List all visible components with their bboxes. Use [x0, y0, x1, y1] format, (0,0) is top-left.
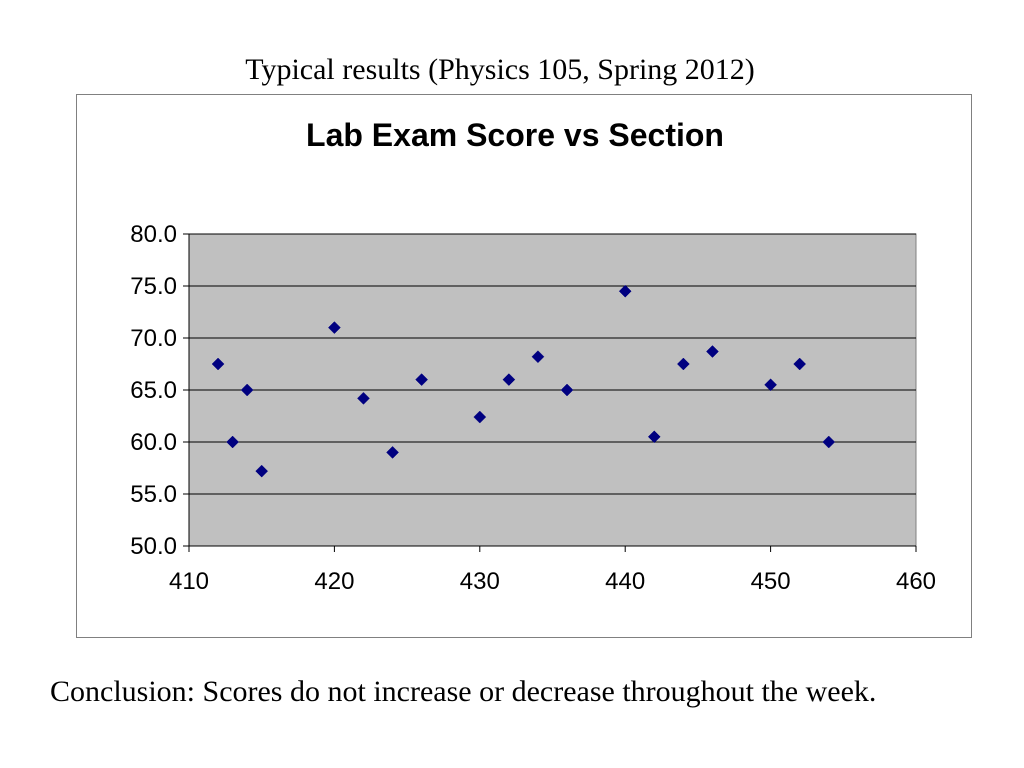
- data-point: [328, 321, 341, 334]
- data-point: [255, 464, 269, 478]
- y-tick-label: 75.0: [130, 273, 177, 300]
- y-tick-label: 60.0: [130, 429, 177, 456]
- data-point: [764, 378, 777, 392]
- data-point: [240, 383, 254, 397]
- x-tick-label: 420: [314, 568, 354, 595]
- x-tick-label: 430: [460, 568, 500, 595]
- data-point: [531, 350, 545, 364]
- data-point: [822, 435, 836, 449]
- data-point: [473, 410, 487, 424]
- data-point: [560, 383, 574, 397]
- y-tick-label: 80.0: [130, 221, 177, 248]
- y-tick-label: 55.0: [130, 481, 177, 508]
- chart-title: Lab Exam Score vs Section: [306, 117, 724, 153]
- x-tick-label: 410: [169, 568, 209, 595]
- x-tick-label: 440: [605, 568, 645, 595]
- data-point: [211, 357, 225, 371]
- data-point: [415, 373, 428, 386]
- data-point: [647, 430, 661, 444]
- data-point: [502, 373, 516, 386]
- x-tick-label: 460: [896, 568, 936, 595]
- data-point: [793, 357, 807, 371]
- data-point: [618, 284, 632, 298]
- data-point: [386, 446, 399, 459]
- data-point: [357, 391, 370, 405]
- data-point: [226, 435, 239, 449]
- data-point: [677, 357, 690, 371]
- y-tick-label: 65.0: [130, 377, 177, 404]
- y-tick-label: 50.0: [130, 533, 177, 560]
- conclusion-text: Conclusion: Scores do not increase or de…: [50, 675, 877, 708]
- x-tick-label: 450: [751, 568, 791, 595]
- slide-title: Typical results (Physics 105, Spring 201…: [245, 53, 755, 86]
- y-tick-label: 70.0: [130, 325, 177, 352]
- data-point: [706, 345, 719, 358]
